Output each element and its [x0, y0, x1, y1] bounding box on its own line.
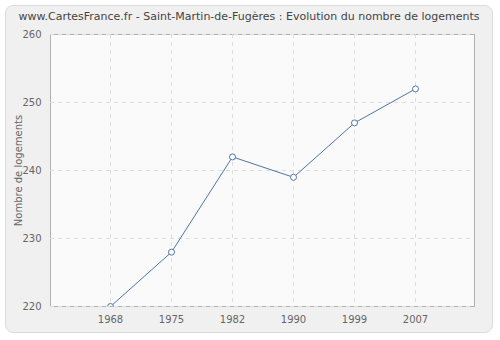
html-text:www.CartesFrance.fr - Saint-Ma: www.CartesFrance.fr - Saint-Martin-de-Fu…	[18, 10, 480, 23]
svg-text:2007: 2007	[403, 314, 428, 325]
svg-text:1990: 1990	[281, 314, 306, 325]
svg-text:1999: 1999	[342, 314, 367, 325]
svg-text:230: 230	[22, 233, 41, 244]
svg-text:1968: 1968	[98, 314, 123, 325]
svg-text:1982: 1982	[220, 314, 245, 325]
svg-text:1975: 1975	[159, 314, 184, 325]
svg-text:250: 250	[22, 97, 41, 108]
svg-text:220: 220	[22, 301, 41, 312]
svg-text:240: 240	[22, 165, 41, 176]
svg-text:Nombre de logements: Nombre de logements	[13, 115, 24, 226]
svg-text:260: 260	[22, 29, 41, 40]
